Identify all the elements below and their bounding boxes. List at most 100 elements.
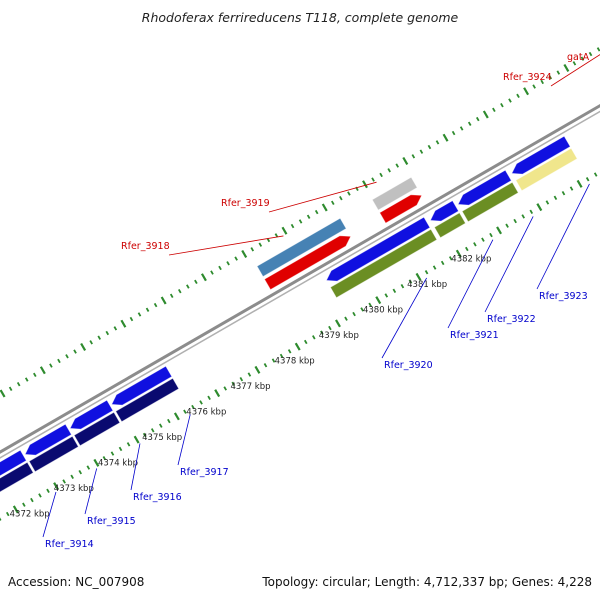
- lower-tick-row-tick: [529, 209, 534, 214]
- lower-tick-row-tick: [207, 395, 211, 400]
- lower-tick-row-tick: [335, 319, 341, 328]
- upper-tick-row-tick: [395, 163, 400, 168]
- lower-tick-row-tick: [223, 386, 227, 391]
- reverse-gene-arrow: [429, 200, 460, 222]
- upper-tick-row-tick: [492, 107, 496, 112]
- lower-tick-row-tick: [328, 325, 332, 331]
- lower-tick-row-tick: [561, 190, 566, 196]
- lower-tick-row-tick: [126, 442, 131, 447]
- upper-tick-row-tick: [65, 354, 69, 359]
- lower-tick-row-tick: [375, 296, 382, 305]
- upper-tick-row-tick: [97, 335, 102, 340]
- upper-tick-row-tick: [145, 307, 150, 312]
- lower-tick-row-tick: [352, 311, 356, 317]
- lower-tick-row-tick: [38, 493, 42, 498]
- lower-tick-row-tick: [93, 458, 100, 467]
- upper-tick-row-tick: [500, 102, 504, 108]
- lower-tick-row-tick: [303, 339, 308, 345]
- lower-tick-row-tick: [30, 497, 34, 503]
- lower-tick-row-tick: [473, 242, 477, 247]
- upper-tick-row-tick: [459, 126, 464, 131]
- lower-tick-row-tick: [585, 177, 590, 182]
- upper-tick-row-tick: [362, 180, 368, 189]
- upper-tick-row-tick: [210, 270, 214, 275]
- forward-gene-label: Rfer_3918: [121, 241, 170, 252]
- upper-tick-row-tick: [563, 63, 570, 72]
- lower-tick-row-tick: [440, 260, 445, 266]
- lower-tick-row-tick: [214, 389, 221, 398]
- forward-gene-arrow: [379, 194, 423, 224]
- scale-tick-label: 4373 kbp: [54, 484, 94, 494]
- lower-tick-row-tick: [271, 358, 276, 363]
- upper-tick-row-tick: [160, 296, 167, 305]
- upper-tick-row-tick: [371, 177, 375, 182]
- upper-tick-row-tick: [451, 130, 456, 136]
- reverse-feature-bar: [28, 435, 79, 473]
- upper-tick-row-tick: [194, 279, 198, 285]
- backbone-lower: [0, 110, 600, 459]
- reverse-gene-label: Rfer_3921: [450, 330, 499, 341]
- upper-tick-row-tick: [596, 47, 600, 52]
- upper-tick-row-tick: [540, 79, 544, 85]
- lower-tick-row-tick: [415, 272, 422, 281]
- lower-tick-row-tick: [432, 265, 437, 270]
- forward-gene-label: Rfer_3919: [221, 198, 270, 209]
- lower-tick-row-tick: [513, 218, 517, 224]
- lower-tick-row-tick: [199, 400, 203, 405]
- forward-feature-bar: [256, 217, 347, 278]
- lower-tick-row-tick: [231, 381, 236, 387]
- lower-tick-row-tick: [505, 223, 509, 228]
- lower-tick-row-tick: [173, 412, 180, 421]
- upper-tick-row-tick: [556, 70, 561, 75]
- reverse-gene-label: Rfer_3923: [539, 291, 588, 302]
- lower-tick-row-tick: [5, 511, 10, 517]
- gene-label-leader: [42, 491, 57, 538]
- upper-tick-row-tick: [250, 247, 255, 252]
- lower-tick-row-tick: [22, 502, 26, 507]
- upper-tick-row-tick: [588, 51, 593, 57]
- lower-tick-row-tick: [455, 249, 462, 258]
- upper-tick-row-tick: [532, 84, 536, 89]
- upper-tick-row-tick: [339, 195, 343, 201]
- lower-tick-row-tick: [0, 517, 2, 521]
- lower-tick-row-tick: [239, 376, 244, 382]
- lower-tick-row-tick: [70, 474, 74, 480]
- upper-tick-row-tick: [347, 191, 351, 196]
- upper-tick-row-tick: [113, 326, 118, 331]
- upper-tick-row-tick: [274, 233, 279, 238]
- upper-tick-row-tick: [298, 219, 303, 224]
- lower-tick-row-tick: [102, 456, 107, 461]
- lower-tick-row-tick: [86, 465, 91, 470]
- lower-tick-row-tick: [392, 288, 397, 294]
- upper-tick-row-tick: [218, 265, 222, 271]
- lower-tick-row-tick: [133, 435, 140, 444]
- gene-label-leader: [168, 235, 284, 256]
- lower-tick-row-tick: [142, 432, 147, 438]
- upper-tick-row-tick: [33, 372, 37, 378]
- forward-feature-bar: [371, 176, 418, 211]
- upper-tick-row-tick: [73, 349, 77, 354]
- lower-tick-row-tick: [287, 349, 292, 354]
- gene-label-leader: [177, 414, 191, 466]
- reverse-feature-bar: [461, 181, 519, 223]
- map-title: Rhodoferax ferrireducens T118, complete …: [142, 10, 459, 25]
- scale-tick-label: 4381 kbp: [407, 280, 447, 290]
- lower-tick-row-tick: [191, 404, 195, 410]
- upper-tick-row-tick: [580, 56, 585, 61]
- reverse-gene-label: Rfer_3920: [384, 360, 433, 371]
- forward-gene-arrow: [263, 235, 352, 291]
- upper-tick-row-tick: [508, 98, 512, 103]
- lower-tick-row-tick: [110, 451, 115, 456]
- lower-tick-row-tick: [294, 342, 301, 351]
- upper-tick-row-tick: [89, 340, 93, 345]
- reverse-feature-bar: [0, 461, 34, 493]
- upper-tick-row-tick: [379, 172, 383, 178]
- upper-tick-row-tick: [314, 209, 319, 215]
- reverse-gene-arrow: [511, 135, 571, 175]
- lower-tick-row-tick: [576, 179, 583, 188]
- lower-tick-row-tick: [536, 203, 543, 212]
- lower-tick-row-tick: [368, 302, 372, 307]
- map-layer: 4372 kbp 4373 kbp 4374 kbp 4375 kbp 4376 kbp…: [0, 47, 600, 550]
- upper-tick-row-tick: [8, 386, 13, 391]
- gene-label-leader: [84, 468, 98, 515]
